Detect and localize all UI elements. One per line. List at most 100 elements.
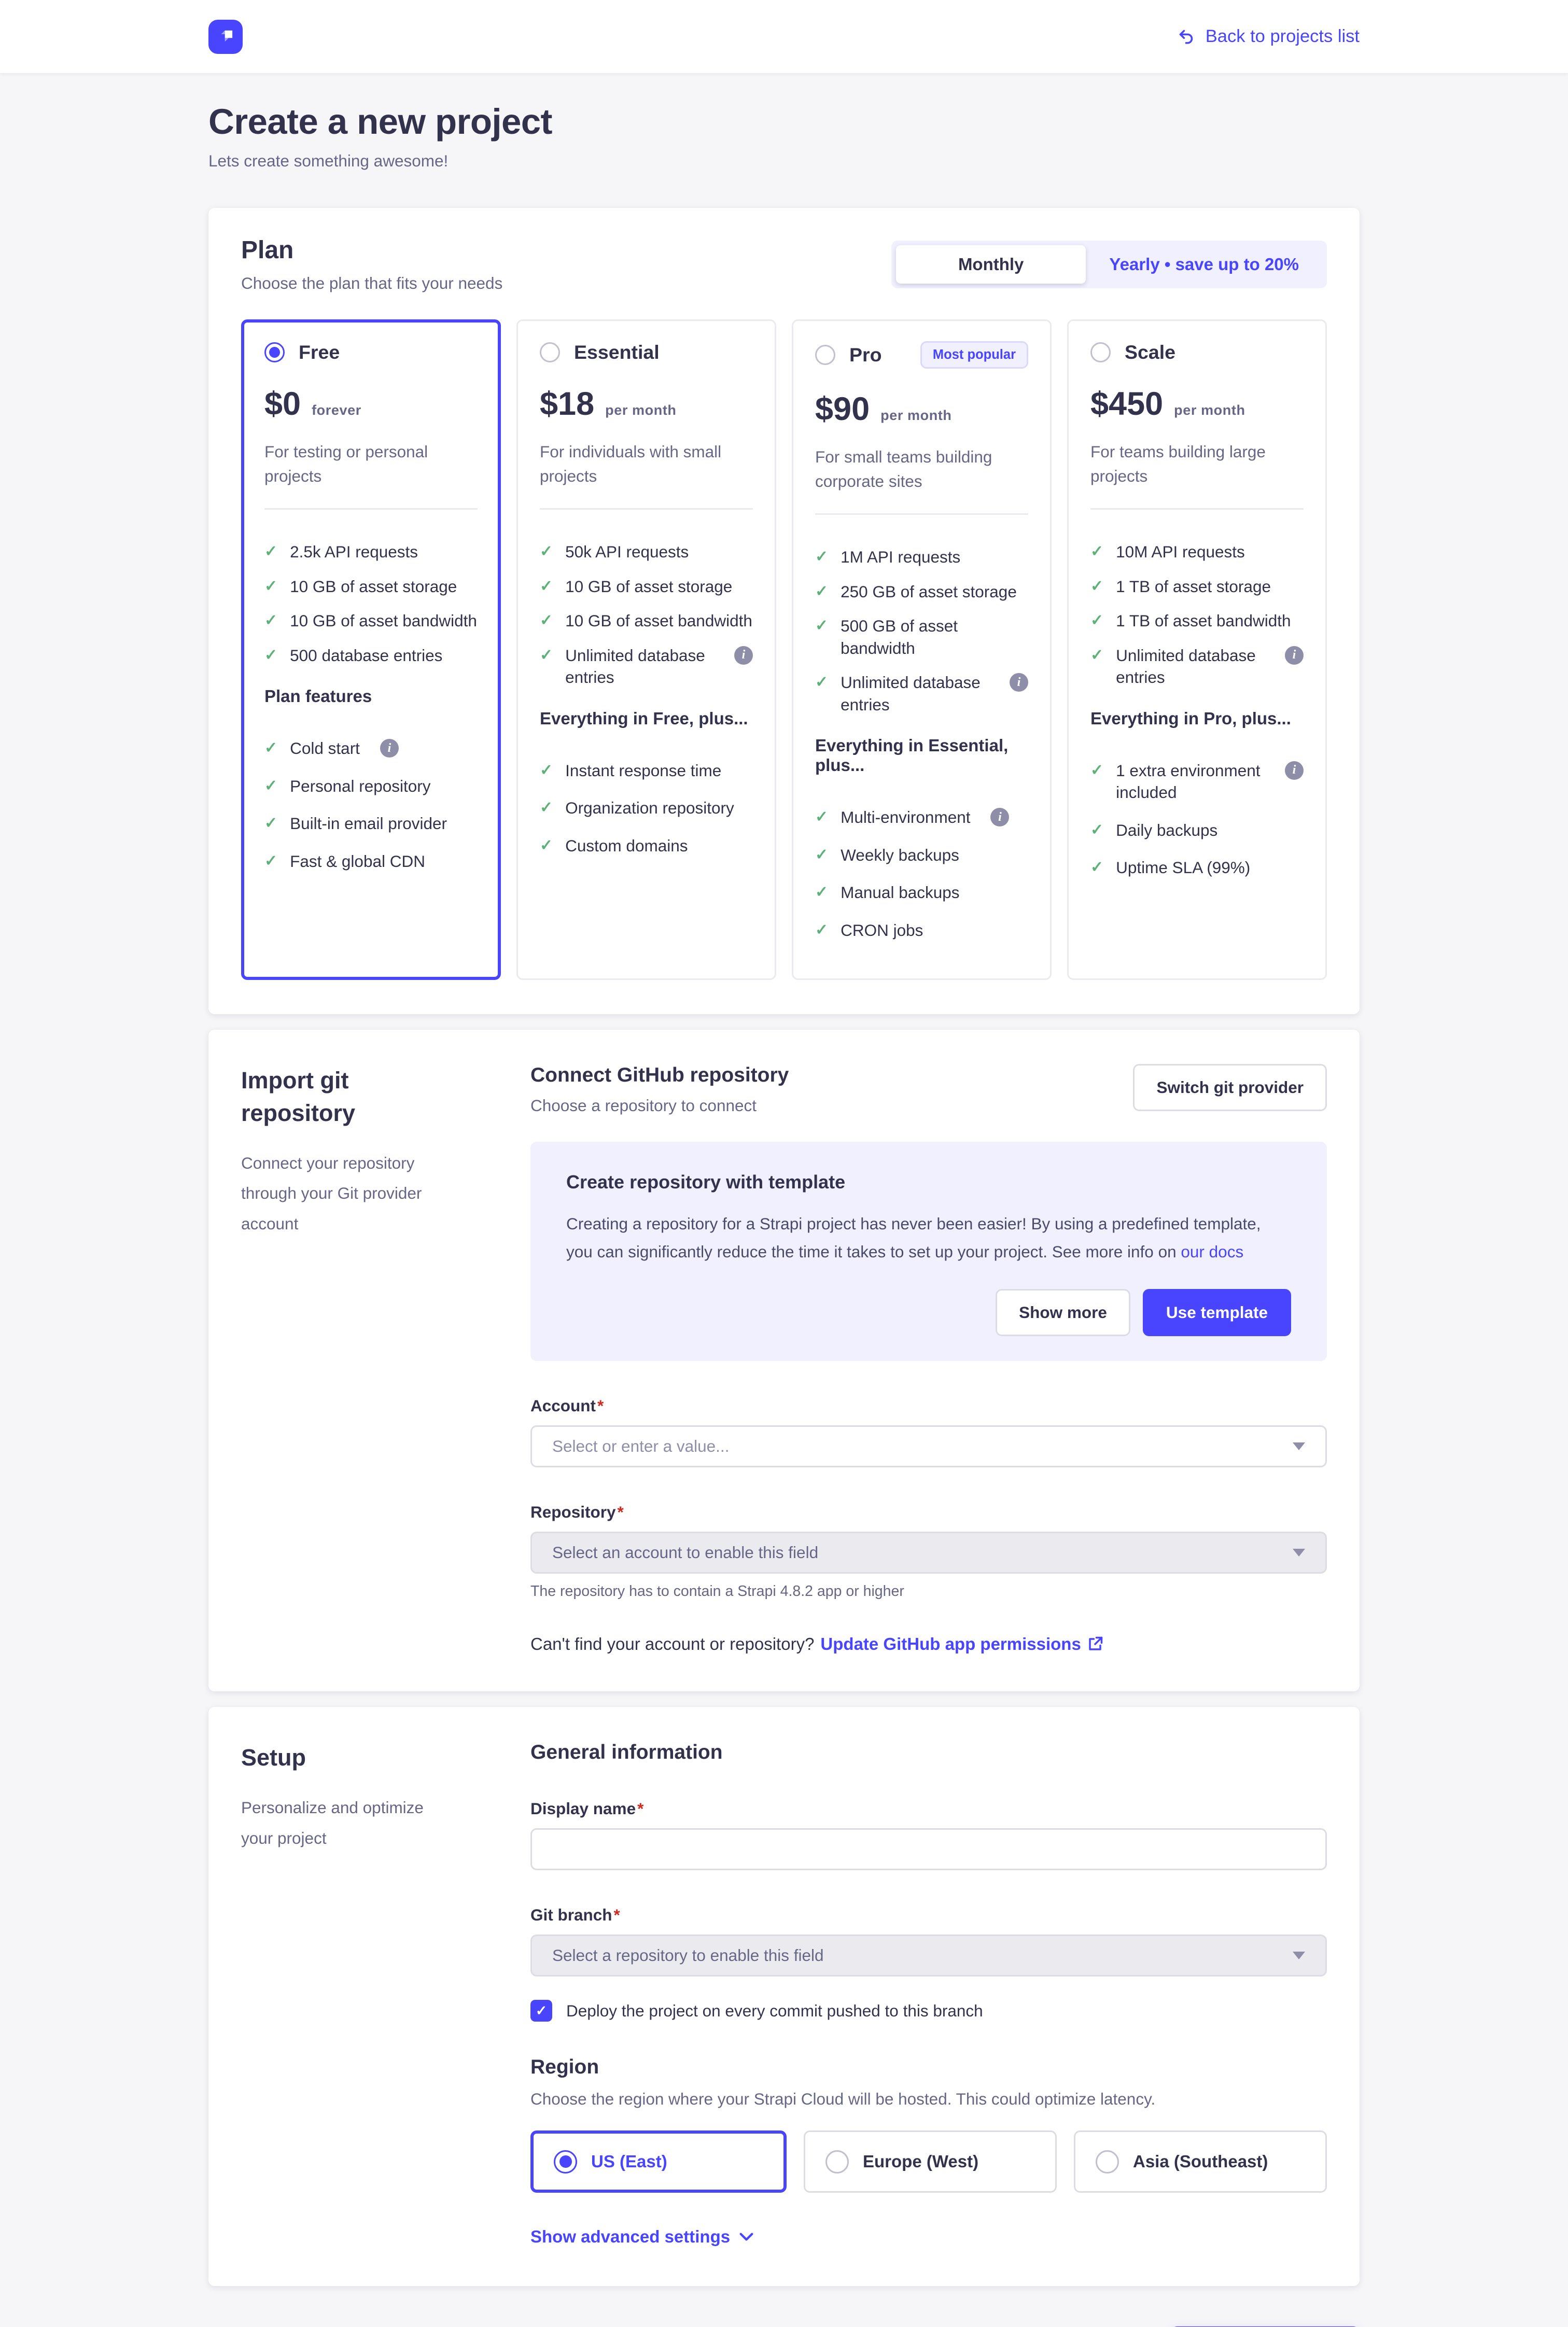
info-icon[interactable]: [1285, 646, 1304, 665]
feature-item: Weekly backups: [815, 844, 1028, 866]
setup-section-subtitle: Personalize and optimize your project: [241, 1798, 424, 1847]
check-icon: [1090, 644, 1103, 666]
info-icon[interactable]: [1010, 673, 1028, 692]
plan-period: per month: [880, 408, 952, 423]
feature-item: Custom domains: [540, 835, 753, 857]
region-option-europe-west[interactable]: Europe (West): [804, 2130, 1057, 2193]
check-icon: [1090, 760, 1103, 781]
check-icon: [264, 737, 277, 759]
permissions-text: Can't find your account or repository?: [530, 1634, 815, 1654]
feature-item: 500 GB of asset bandwidth: [815, 615, 1028, 659]
plan-card-free[interactable]: Free $0 forever For testing or personal …: [241, 319, 501, 980]
import-git-section-card: Import git repository Connect your repos…: [208, 1030, 1360, 1692]
update-github-permissions-link[interactable]: Update GitHub app permissions: [820, 1634, 1103, 1654]
page-title: Create a new project: [208, 102, 553, 142]
git-branch-placeholder: Select a repository to enable this field: [552, 1946, 824, 1965]
plan-description: For individuals with small projects: [540, 442, 722, 486]
git-branch-select[interactable]: Select a repository to enable this field: [530, 1935, 1327, 1977]
back-to-projects-link[interactable]: Back to projects list: [1178, 26, 1360, 47]
template-title: Create repository with template: [566, 1171, 846, 1193]
feature-item: Manual backups: [815, 881, 1028, 904]
feature-item: 1 TB of asset storage: [1090, 576, 1304, 598]
display-name-field: Display name *: [530, 1792, 1327, 1871]
external-link-icon: [1087, 1636, 1103, 1652]
plan-group-heading: Everything in Pro, plus...: [1090, 708, 1291, 728]
plan-section-card: Plan Choose the plan that fits your need…: [208, 208, 1360, 1015]
account-select[interactable]: Select or enter a value...: [530, 1425, 1327, 1468]
show-advanced-settings-link[interactable]: Show advanced settings: [530, 2227, 753, 2247]
billing-period-toggle[interactable]: Monthly Yearly • save up to 20%: [891, 241, 1327, 288]
back-link-label: Back to projects list: [1205, 26, 1360, 46]
template-panel: Create repository with template Creating…: [530, 1142, 1327, 1362]
plan-radio-free[interactable]: [264, 342, 285, 362]
toggle-monthly[interactable]: Monthly: [895, 245, 1086, 284]
plan-period: per month: [1174, 402, 1245, 418]
feature-item: Cold start: [264, 737, 478, 760]
import-section-intro: Import git repository Connect your repos…: [241, 1064, 530, 1654]
check-icon: [264, 812, 277, 834]
repository-select[interactable]: Select an account to enable this field: [530, 1532, 1327, 1574]
plan-name: Essential: [574, 341, 660, 363]
plan-extra-features-list: Multi-environment Weekly backups Manual …: [815, 806, 1028, 941]
plan-radio-scale[interactable]: [1090, 342, 1111, 362]
strapi-logo: [208, 19, 243, 54]
plan-group-heading: Everything in Free, plus...: [540, 708, 748, 728]
region-option-asia-southeast[interactable]: Asia (Southeast): [1074, 2130, 1327, 2193]
plan-radio-essential[interactable]: [540, 342, 560, 362]
check-icon: [264, 576, 277, 597]
our-docs-link[interactable]: our docs: [1181, 1242, 1244, 1261]
plan-period: per month: [605, 402, 677, 418]
check-icon: [815, 671, 828, 693]
plan-name: Free: [299, 341, 340, 363]
general-information-title: General information: [530, 1741, 723, 1764]
plan-radio-pro[interactable]: [815, 345, 835, 365]
switch-git-provider-button[interactable]: Switch git provider: [1133, 1064, 1327, 1112]
feature-item: Unlimited database entries: [1090, 644, 1304, 689]
plan-divider: [1090, 508, 1304, 510]
display-name-input[interactable]: [530, 1828, 1327, 1871]
use-template-button[interactable]: Use template: [1142, 1289, 1291, 1337]
setup-section-card: Setup Personalize and optimize your proj…: [208, 1707, 1360, 2287]
info-icon[interactable]: [1285, 761, 1304, 780]
check-icon: [1090, 857, 1103, 878]
feature-item: Multi-environment: [815, 806, 1028, 829]
permissions-row: Can't find your account or repository? U…: [530, 1634, 1327, 1654]
plan-card-scale[interactable]: Scale $450 per month For teams building …: [1067, 319, 1327, 980]
check-icon: [264, 775, 277, 797]
show-more-button[interactable]: Show more: [996, 1289, 1130, 1337]
required-mark: *: [613, 1905, 620, 1925]
account-field: Account * Select or enter a value...: [530, 1389, 1327, 1468]
plan-name: Scale: [1125, 341, 1175, 363]
feature-item: Built-in email provider: [264, 812, 478, 835]
main-content: Create a new project Lets create somethi…: [0, 101, 1568, 2327]
deploy-checkbox[interactable]: [530, 2000, 552, 2022]
github-subtitle: Choose a repository to connect: [530, 1096, 757, 1115]
check-icon: [815, 581, 828, 602]
region-subtitle: Choose the region where your Strapi Clou…: [530, 2090, 1156, 2109]
feature-item: Organization repository: [540, 797, 753, 819]
region-option-us-east[interactable]: US (East): [530, 2130, 787, 2193]
price-row: $18 per month: [540, 385, 753, 423]
feature-item: 50k API requests: [540, 541, 753, 563]
info-icon[interactable]: [380, 739, 399, 758]
region-radio-us-east[interactable]: [554, 2150, 577, 2174]
plan-header-row: Plan Choose the plan that fits your need…: [241, 236, 1327, 293]
display-name-label: Display name *: [530, 1799, 644, 1818]
import-section-body: Connect GitHub repository Choose a repos…: [530, 1064, 1327, 1654]
plan-card-essential[interactable]: Essential $18 per month For individuals …: [516, 319, 776, 980]
check-icon: [264, 541, 277, 563]
toggle-yearly[interactable]: Yearly • save up to 20%: [1109, 255, 1299, 274]
plan-divider: [264, 508, 478, 510]
info-icon[interactable]: [734, 646, 753, 665]
repository-label: Repository *: [530, 1503, 624, 1522]
setup-section-body: General information Display name * Git br…: [530, 1741, 1327, 2249]
info-icon[interactable]: [990, 808, 1010, 827]
region-radio-asia-southeast[interactable]: [1096, 2150, 1119, 2174]
plan-card-pro[interactable]: Pro Most popular $90 per month For small…: [792, 319, 1052, 980]
template-actions: Show more Use template: [566, 1289, 1291, 1337]
most-popular-badge: Most popular: [920, 341, 1028, 369]
region-radio-europe-west[interactable]: [825, 2150, 849, 2174]
check-icon: [1090, 610, 1103, 632]
check-icon: [540, 576, 553, 597]
